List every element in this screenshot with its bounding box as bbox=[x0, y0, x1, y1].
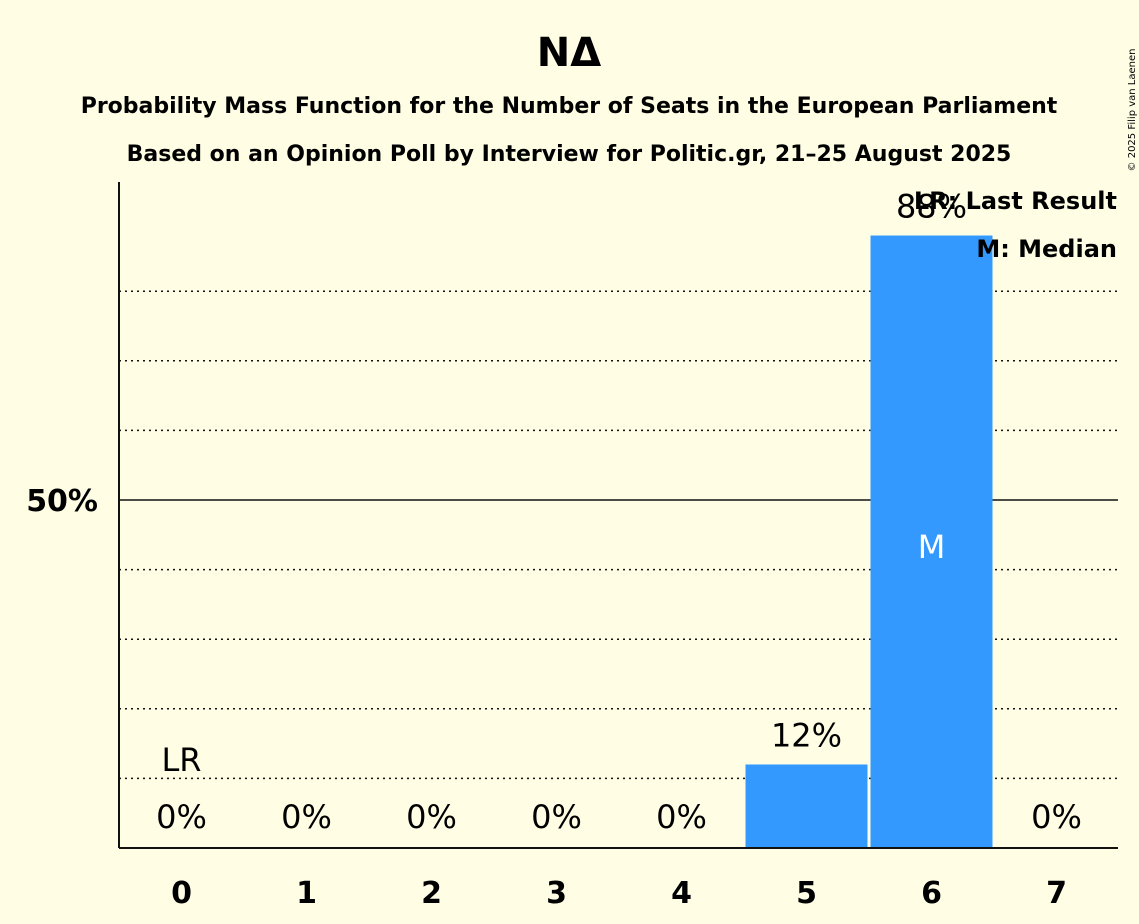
data-label: 0% bbox=[531, 798, 582, 836]
data-label: 0% bbox=[156, 798, 207, 836]
chart-source: Based on an Opinion Poll by Interview fo… bbox=[127, 142, 1012, 167]
bar-5 bbox=[745, 764, 868, 848]
chart-title: ΝΔ bbox=[537, 30, 601, 76]
x-tick-label: 2 bbox=[421, 876, 442, 911]
data-label: 0% bbox=[281, 798, 332, 836]
legend-last-result: LR: Last Result bbox=[914, 187, 1117, 215]
x-tick-label: 6 bbox=[921, 876, 942, 911]
x-tick-label: 0 bbox=[171, 876, 192, 911]
labels: 50% 0 1 2 3 4 5 6 7 0% 0% 0% 0% 0% 12% 88% 0% LR M bbox=[26, 188, 1082, 911]
data-label: 12% bbox=[771, 716, 842, 754]
x-tick-label: 7 bbox=[1046, 876, 1067, 911]
axes bbox=[118, 182, 1118, 849]
bar-6 bbox=[870, 235, 993, 848]
x-tick-label: 4 bbox=[671, 876, 692, 911]
y-tick-label: 50% bbox=[26, 484, 98, 519]
bars bbox=[745, 235, 993, 848]
data-label: 0% bbox=[406, 798, 457, 836]
data-label: 88% bbox=[896, 188, 967, 226]
legend-median: M: Median bbox=[976, 235, 1117, 263]
data-label: 0% bbox=[1031, 798, 1082, 836]
copyright: © 2025 Filip van Laenen bbox=[1127, 49, 1138, 172]
median-marker: M bbox=[918, 528, 946, 566]
data-label: 0% bbox=[656, 798, 707, 836]
x-tick-label: 3 bbox=[546, 876, 567, 911]
x-tick-label: 1 bbox=[296, 876, 317, 911]
x-tick-label: 5 bbox=[796, 876, 817, 911]
last-result-marker: LR bbox=[161, 741, 201, 779]
chart-subtitle: Probability Mass Function for the Number… bbox=[81, 94, 1058, 119]
